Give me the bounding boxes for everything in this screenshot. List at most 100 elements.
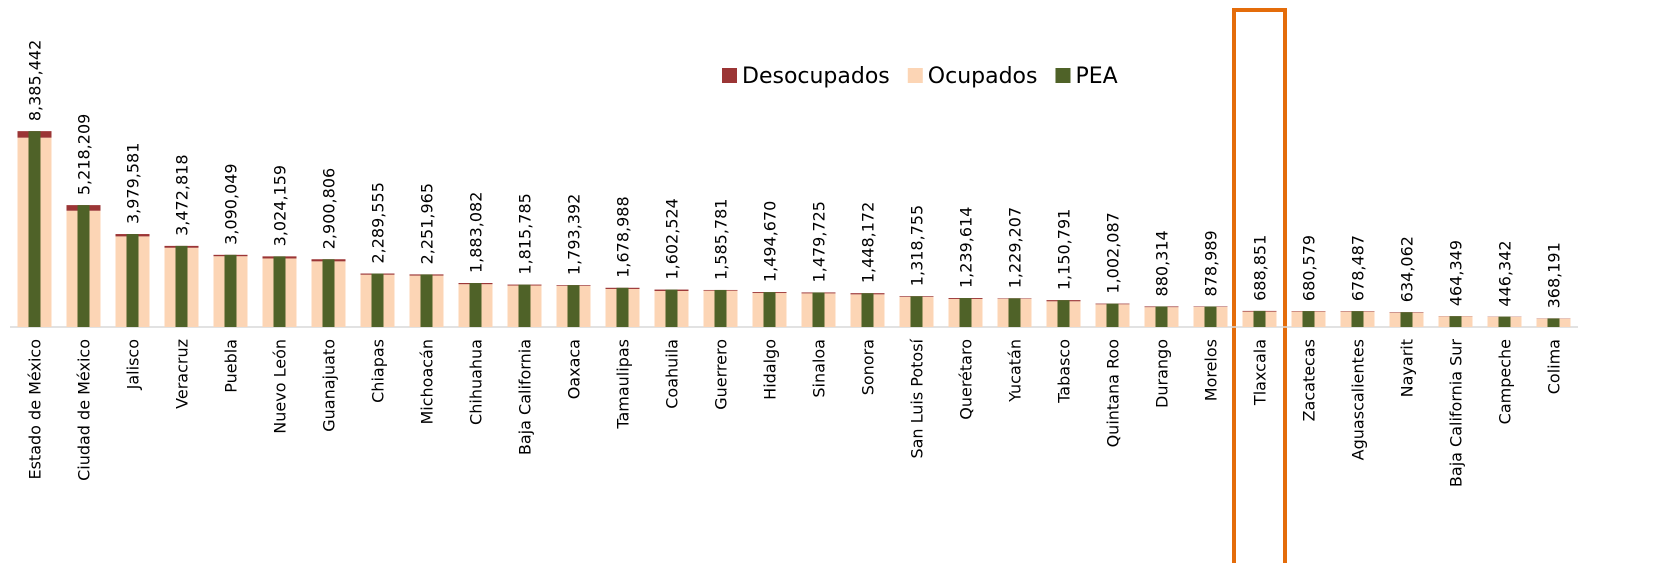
data-label: 2,251,965 (418, 183, 437, 264)
data-label: 1,239,614 (957, 207, 976, 288)
x-tick-label: Michoacán (418, 339, 437, 425)
x-tick-label: Querétaro (957, 339, 976, 420)
bar-pea (764, 292, 776, 327)
x-tick-label: Nuevo León (271, 339, 290, 434)
data-label: 8,385,442 (26, 40, 45, 121)
legend-label: PEA (1075, 64, 1117, 89)
x-tick-label: Coahuila (663, 339, 682, 409)
x-tick-label: Puebla (222, 339, 241, 393)
data-label: 1,229,207 (1006, 207, 1025, 288)
x-tick-label: Chiapas (369, 339, 388, 403)
x-tick-label: Estado de México (26, 339, 45, 480)
data-label: 2,289,555 (369, 182, 388, 263)
x-tick-label: Sonora (859, 339, 878, 395)
bar-pea (176, 246, 188, 327)
data-label: 688,851 (1251, 235, 1270, 301)
bar-pea (568, 285, 580, 327)
data-label: 3,979,581 (124, 143, 143, 224)
legend-label: Ocupados (928, 64, 1038, 89)
x-tick-label: Aguascalientes (1349, 339, 1368, 460)
x-tick-label: Sinaloa (810, 339, 829, 398)
x-tick-label: Morelos (1202, 339, 1221, 401)
data-label: 680,579 (1300, 235, 1319, 301)
data-label: 634,062 (1398, 236, 1417, 302)
data-label: 3,472,818 (173, 154, 192, 235)
bar-pea (1303, 311, 1315, 327)
legend-swatch (722, 68, 737, 83)
x-tick-label: Zacatecas (1300, 339, 1319, 421)
x-tick-label: Chihuahua (467, 339, 486, 425)
bar-pea (78, 205, 90, 327)
data-label: 1,479,725 (810, 201, 829, 282)
bar-pea (274, 256, 286, 327)
data-label: 1,883,082 (467, 192, 486, 273)
bar-pea (1009, 298, 1021, 327)
x-tick-label: Tlaxcala (1251, 339, 1270, 406)
data-label: 1,815,785 (516, 193, 535, 274)
x-tick-label: Guerrero (712, 339, 731, 410)
bar-pea (127, 234, 139, 327)
bar-pea (29, 131, 41, 327)
x-tick-label: Tabasco (1055, 339, 1074, 404)
data-label: 1,678,988 (614, 196, 633, 277)
data-label: 446,342 (1496, 240, 1515, 306)
bar-pea (225, 255, 237, 327)
bar-pea (617, 288, 629, 327)
data-label: 1,494,670 (761, 201, 780, 282)
x-tick-label: Nayarit (1398, 339, 1417, 397)
data-label: 878,989 (1202, 230, 1221, 296)
data-label: 2,900,806 (320, 168, 339, 249)
bar-pea (1107, 304, 1119, 327)
data-label: 1,448,172 (859, 202, 878, 283)
x-tick-label: Yucatán (1006, 339, 1025, 403)
bar-pea (1401, 312, 1413, 327)
x-tick-label: Campeche (1496, 339, 1515, 424)
bar-pea (1254, 311, 1266, 327)
x-tick-label: Guanajuato (320, 339, 339, 432)
data-label: 1,002,087 (1104, 212, 1123, 293)
data-label: 3,024,159 (271, 165, 290, 246)
data-label: 464,349 (1447, 240, 1466, 306)
x-tick-label: Quintana Roo (1104, 339, 1123, 447)
data-label: 1,585,781 (712, 199, 731, 280)
bar-pea (1058, 300, 1070, 327)
bar-pea (1499, 317, 1511, 327)
bar-pea (813, 292, 825, 327)
x-tick-label: Durango (1153, 339, 1172, 408)
legend-label: Desocupados (742, 64, 890, 89)
legend-swatch (908, 68, 923, 83)
bar-pea (666, 290, 678, 327)
bar-pea (323, 259, 335, 327)
x-tick-label: San Luis Potosí (908, 338, 927, 458)
bar-pea (960, 298, 972, 327)
bar-pea (372, 274, 384, 327)
bar-pea (1205, 306, 1217, 327)
bar-pea (1548, 318, 1560, 327)
data-label: 3,090,049 (222, 163, 241, 244)
bar-pea (470, 283, 482, 327)
x-tick-label: Baja California (516, 339, 535, 455)
data-label: 1,150,791 (1055, 209, 1074, 290)
bar-pea (715, 290, 727, 327)
bar-pea (862, 293, 874, 327)
x-tick-label: Oaxaca (565, 339, 584, 399)
x-tick-label: Baja California Sur (1447, 339, 1466, 487)
data-label: 678,487 (1349, 235, 1368, 301)
data-label: 5,218,209 (75, 114, 94, 195)
bar-pea (1450, 316, 1462, 327)
bar-pea (421, 274, 433, 327)
data-label: 880,314 (1153, 230, 1172, 296)
x-tick-label: Jalisco (124, 339, 143, 390)
x-tick-label: Colima (1545, 339, 1564, 394)
data-label: 1,318,755 (908, 205, 927, 286)
x-tick-label: Tamaulipas (614, 339, 633, 430)
x-tick-label: Ciudad de México (75, 339, 94, 481)
bar-pea (519, 285, 531, 327)
data-label: 1,793,392 (565, 194, 584, 275)
bar-pea (911, 296, 923, 327)
x-tick-label: Veracruz (173, 339, 192, 409)
x-tick-label: Hidalgo (761, 339, 780, 400)
data-label: 1,602,524 (663, 198, 682, 279)
legend-swatch (1055, 68, 1070, 83)
